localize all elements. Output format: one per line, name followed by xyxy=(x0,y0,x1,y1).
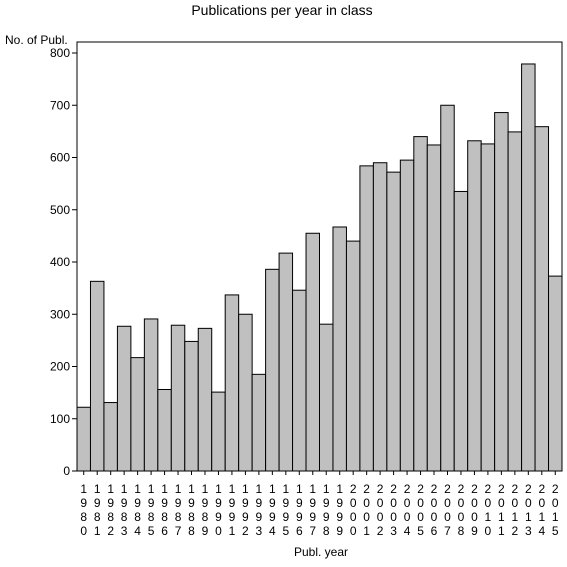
bar-1988 xyxy=(184,340,199,472)
bar-1991 xyxy=(224,294,240,472)
bar-2014 xyxy=(534,126,550,472)
bar-1997 xyxy=(305,232,320,472)
bar-1994 xyxy=(265,268,280,472)
y-tick-label: 0 xyxy=(63,464,70,478)
x-tick-labels: 1 9 8 0 1 9 8 1 1 9 8 2 1 9 8 3 1 9 8 4 1 9 8 5 1 9 8 6 1 9 8 7 1 9 8 8 1 9 8 9… xyxy=(80,471,559,538)
y-axis: 0 100 200 300 400 500 600 700 800 xyxy=(50,46,77,478)
bar-1999 xyxy=(332,226,347,472)
plot-frame xyxy=(76,41,563,472)
bar-1985 xyxy=(143,318,159,472)
y-tick-label: 200 xyxy=(50,360,70,374)
bar-2012 xyxy=(507,131,523,472)
bar-2010 xyxy=(480,143,496,472)
y-tick-label: 500 xyxy=(50,203,70,217)
bar-2000 xyxy=(345,240,361,472)
bar-2001 xyxy=(359,165,374,472)
bar-2011 xyxy=(494,112,509,472)
y-tick-label: 800 xyxy=(50,46,70,60)
bar-1982 xyxy=(103,402,118,472)
bar-1984 xyxy=(130,357,145,472)
y-tick-label: 400 xyxy=(50,255,70,269)
y-tick-label: 300 xyxy=(50,307,70,321)
bar-1992 xyxy=(238,313,253,472)
bar-2005 xyxy=(413,136,428,472)
bar-1981 xyxy=(89,280,105,472)
bar-1986 xyxy=(157,388,172,472)
y-tick-label: 700 xyxy=(50,98,70,112)
y-tick-label: 600 xyxy=(50,151,70,165)
bar-2013 xyxy=(521,63,536,472)
bar-2004 xyxy=(399,159,415,472)
x-axis-label: Publ. year xyxy=(294,545,348,559)
bar-2009 xyxy=(467,140,482,472)
bar-1983 xyxy=(116,325,132,472)
bar-1989 xyxy=(197,327,213,472)
bars-group xyxy=(76,63,563,472)
bar-1996 xyxy=(292,289,307,472)
bar-1987 xyxy=(170,324,186,472)
y-axis-label: No. of Publ. xyxy=(5,33,68,47)
bar-2008 xyxy=(453,190,469,472)
chart-title: Publications per year in class xyxy=(191,2,372,18)
bar-1998 xyxy=(319,323,334,472)
y-tick-label: 100 xyxy=(50,412,70,426)
bar-1993 xyxy=(251,373,267,472)
bar-2003 xyxy=(386,171,401,472)
bar-2015 xyxy=(548,275,563,472)
bar-1995 xyxy=(278,252,294,472)
bar-2006 xyxy=(426,144,442,472)
bar-1990 xyxy=(211,391,226,472)
bar-2002 xyxy=(372,162,388,472)
bar-1980 xyxy=(76,406,91,472)
bar-2007 xyxy=(440,104,455,472)
